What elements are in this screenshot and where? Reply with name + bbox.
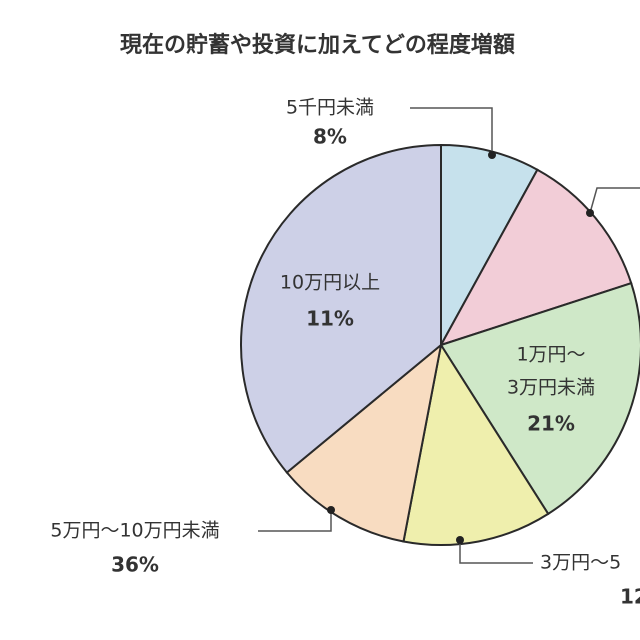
slice (402, 342, 550, 546)
leader-dot (327, 506, 335, 514)
slice (240, 143, 442, 474)
value-label: 11% (306, 307, 354, 331)
leader (459, 540, 533, 564)
value-label: 8% (313, 125, 347, 149)
slice-label: 3万円～5 (540, 552, 621, 574)
leader (258, 510, 332, 532)
leader (589, 187, 640, 214)
leader (410, 107, 493, 155)
value-label: 21% (527, 412, 575, 436)
slice-label: 3万円未満 (507, 377, 595, 399)
leader-dot (586, 209, 594, 217)
leader-dot (488, 151, 496, 159)
leader-dot (456, 536, 464, 544)
slice (439, 281, 640, 516)
value-label: 36% (111, 553, 159, 577)
slices (240, 143, 640, 546)
slice-label: 10万円以上 (280, 272, 380, 294)
slice-label: 1万円～ (516, 344, 585, 366)
slice (285, 342, 443, 543)
slice-label: 5千円未満 (286, 97, 374, 119)
slice (438, 168, 633, 347)
leader-lines (258, 107, 640, 564)
chart-title: 現在の貯蓄や投資に加えてどの程度増額 (120, 32, 515, 58)
value-label: 12 (620, 585, 640, 609)
slice-label: 5万円～10万円未満 (50, 520, 219, 542)
